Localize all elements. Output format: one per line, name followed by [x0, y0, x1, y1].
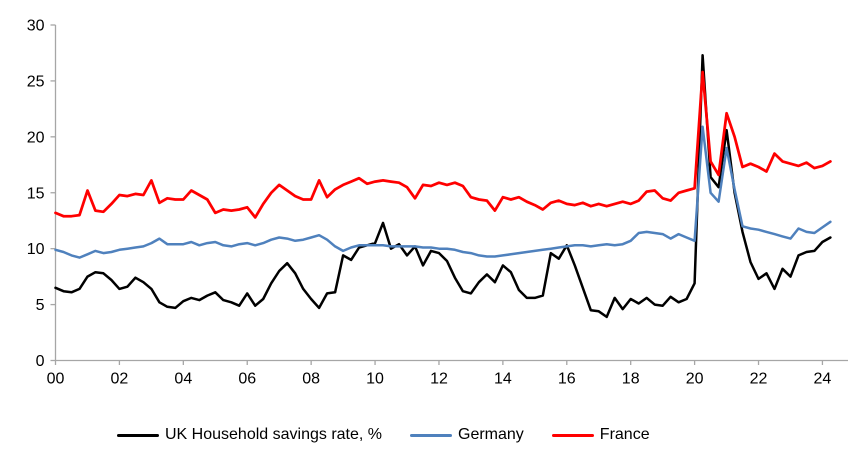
- legend-item-germany: Germany: [410, 426, 524, 444]
- y-tick-label: 0: [36, 353, 45, 370]
- x-tick-label: 20: [686, 371, 704, 388]
- uk-line-swatch-icon: [117, 433, 159, 437]
- x-tick-label: 04: [174, 371, 192, 388]
- savings-rate-chart: 0 5 10 15 20 25 30 00 02 04 06 08 10 12 14 16 18 20 22 24: [27, 18, 848, 388]
- x-tick-label: 10: [366, 371, 384, 388]
- y-tick-label: 25: [27, 73, 45, 90]
- legend-label-germany: Germany: [458, 426, 524, 443]
- y-tick-label: 20: [27, 129, 45, 146]
- y-tick-label: 5: [36, 297, 45, 314]
- series-line-2: [54, 70, 832, 219]
- chart-legend: UK Household savings rate, % Germany Fra…: [0, 426, 852, 444]
- y-tick-label: 15: [27, 185, 45, 202]
- legend-item-france: France: [551, 426, 650, 444]
- x-tick-label: 02: [111, 371, 129, 388]
- x-tick-label: 08: [302, 371, 320, 388]
- y-tick-label: 10: [27, 241, 45, 258]
- x-tick-label: 14: [494, 371, 512, 388]
- x-tick-label: 22: [750, 371, 768, 388]
- y-tick-label: 30: [27, 18, 45, 35]
- x-tick-label: 16: [558, 371, 576, 388]
- x-tick-label: 18: [622, 371, 640, 388]
- legend-item-uk: UK Household savings rate, %: [117, 426, 382, 444]
- x-tick-label: 12: [430, 371, 448, 388]
- x-tick-label: 24: [814, 371, 832, 388]
- legend-label-uk: UK Household savings rate, %: [165, 426, 382, 443]
- france-line-swatch-icon: [551, 433, 594, 437]
- series-line-1: [54, 125, 832, 259]
- germany-line-swatch-icon: [410, 433, 452, 437]
- legend-label-france: France: [599, 426, 650, 443]
- x-tick-label: 06: [238, 371, 256, 388]
- x-tick-label: 00: [47, 371, 65, 388]
- chart-plot-area: 0 5 10 15 20 25 30 00 02 04 06 08 10 12 14 16 18 20 22 24: [27, 18, 848, 388]
- series-line-0: [54, 53, 832, 319]
